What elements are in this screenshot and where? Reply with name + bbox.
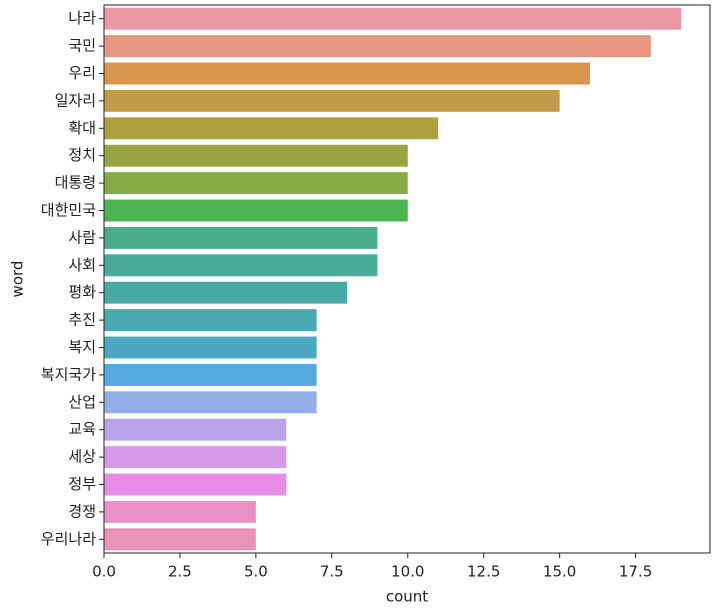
bar: [104, 336, 317, 359]
bar: [104, 7, 682, 30]
x-tick-label: 7.5: [320, 563, 344, 581]
y-tick-label: 사람: [68, 228, 96, 246]
y-tick-label: 교육: [68, 420, 96, 438]
x-tick-label: 15.0: [543, 563, 576, 581]
bar: [104, 446, 287, 469]
y-tick-label: 복지: [68, 338, 96, 356]
bar: [104, 418, 287, 441]
bar: [104, 254, 378, 277]
x-tick-label: 12.5: [467, 563, 500, 581]
y-tick-label: 산업: [68, 393, 96, 411]
x-tick-label: 5.0: [244, 563, 268, 581]
bar: [104, 62, 591, 85]
y-tick-label: 사회: [68, 256, 96, 274]
x-tick-label: 10.0: [391, 563, 424, 581]
y-tick-label: 추진: [68, 311, 96, 329]
y-tick-label: 우리: [68, 64, 96, 82]
y-tick-label: 정부: [68, 475, 96, 493]
bar: [104, 144, 408, 167]
bar: [104, 363, 317, 386]
bar: [104, 391, 317, 414]
y-tick-label: 대한민국: [41, 201, 96, 219]
y-tick-label: 우리나라: [41, 530, 96, 548]
plot-frame: [103, 4, 711, 554]
bar: [104, 473, 287, 496]
y-tick-label: 확대: [68, 119, 96, 137]
bar: [104, 528, 256, 551]
x-tick-label: 0.0: [92, 563, 116, 581]
y-tick-label: 복지국가: [41, 365, 96, 383]
y-tick-label: 대통령: [55, 174, 96, 192]
bar: [104, 199, 408, 222]
x-tick-label: 17.5: [619, 563, 652, 581]
y-tick-label: 경쟁: [68, 502, 96, 520]
bar: [104, 500, 256, 523]
y-tick-label: 세상: [68, 448, 96, 466]
x-tick-label: 2.5: [168, 563, 192, 581]
bar: [104, 172, 408, 195]
bar: [104, 35, 651, 58]
x-axis-label: count: [386, 588, 428, 606]
y-tick-label: 일자리: [55, 91, 96, 109]
bar: [104, 89, 560, 112]
bar: [104, 226, 378, 249]
bar: [104, 309, 317, 332]
y-tick-label: 국민: [68, 37, 96, 55]
y-tick-label: 평화: [68, 283, 96, 301]
bar: [104, 117, 439, 140]
bar: [104, 281, 348, 304]
y-tick-label: 나라: [68, 9, 96, 27]
y-tick-label: 정치: [68, 146, 96, 164]
y-axis-label: word: [9, 261, 27, 298]
